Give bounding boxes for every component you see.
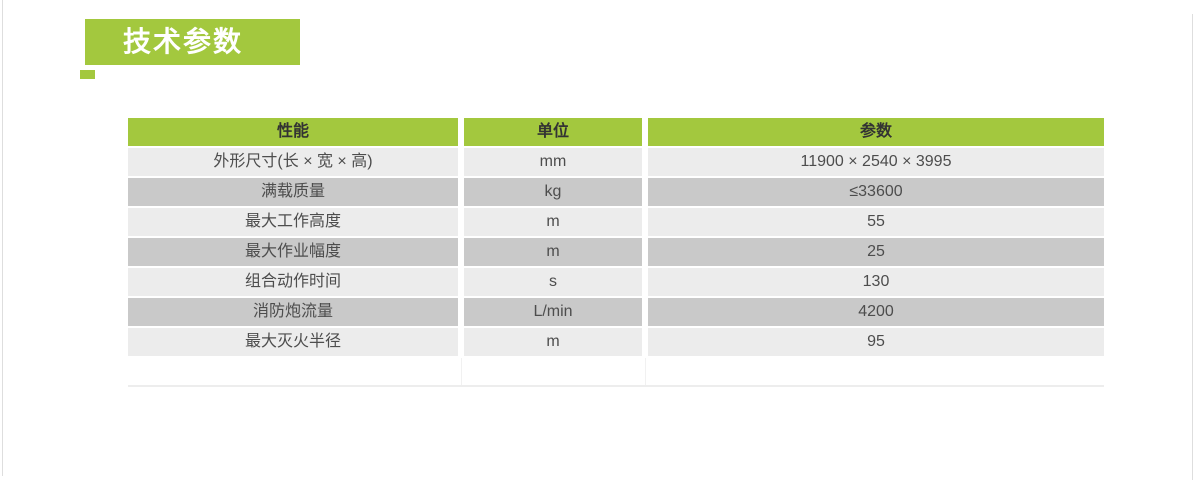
column-separator-line	[461, 358, 462, 385]
row-performance-cell: 满载质量	[128, 178, 458, 206]
row-parameter-cell: ≤33600	[648, 178, 1104, 206]
row-parameter-cell: 130	[648, 268, 1104, 296]
row-unit-cell: m	[464, 208, 642, 236]
spec-table: 性能 单位 参数 外形尺寸(长 × 宽 × 高) mm 11900 × 2540 ×…	[128, 118, 1104, 387]
row-parameter-cell: 25	[648, 238, 1104, 266]
table-row: 外形尺寸(长 × 宽 × 高) mm 11900 × 2540 × 3995	[128, 148, 1104, 176]
page-left-border	[2, 0, 3, 476]
row-performance-cell: 最大灭火半径	[128, 328, 458, 356]
row-unit-cell: kg	[464, 178, 642, 206]
row-unit-cell: m	[464, 328, 642, 356]
table-row: 组合动作时间 s 130	[128, 268, 1104, 296]
column-header-unit: 单位	[464, 118, 642, 146]
table-row: 满载质量 kg ≤33600	[128, 178, 1104, 206]
row-unit-cell: L/min	[464, 298, 642, 326]
row-parameter-cell: 55	[648, 208, 1104, 236]
section-title-banner: 技术参数	[85, 19, 300, 65]
table-header-row: 性能 单位 参数	[128, 118, 1104, 146]
row-performance-cell: 最大工作高度	[128, 208, 458, 236]
row-parameter-cell: 11900 × 2540 × 3995	[648, 148, 1104, 176]
row-performance-cell: 组合动作时间	[128, 268, 458, 296]
row-parameter-cell: 4200	[648, 298, 1104, 326]
table-footer-spacer	[128, 358, 1104, 387]
row-performance-cell: 外形尺寸(长 × 宽 × 高)	[128, 148, 458, 176]
column-header-performance: 性能	[128, 118, 458, 146]
table-body: 外形尺寸(长 × 宽 × 高) mm 11900 × 2540 × 3995 满载质量…	[128, 148, 1104, 356]
section-title: 技术参数	[123, 26, 244, 57]
column-separator-line	[645, 358, 646, 385]
table-row: 最大作业幅度 m 25	[128, 238, 1104, 266]
banner-fold-accent	[80, 70, 95, 79]
column-header-parameter: 参数	[648, 118, 1104, 146]
row-unit-cell: s	[464, 268, 642, 296]
row-parameter-cell: 95	[648, 328, 1104, 356]
page-right-border	[1192, 14, 1193, 480]
table-row: 消防炮流量 L/min 4200	[128, 298, 1104, 326]
table-row: 最大工作高度 m 55	[128, 208, 1104, 236]
row-performance-cell: 消防炮流量	[128, 298, 458, 326]
row-unit-cell: m	[464, 238, 642, 266]
row-performance-cell: 最大作业幅度	[128, 238, 458, 266]
table-row: 最大灭火半径 m 95	[128, 328, 1104, 356]
row-unit-cell: mm	[464, 148, 642, 176]
